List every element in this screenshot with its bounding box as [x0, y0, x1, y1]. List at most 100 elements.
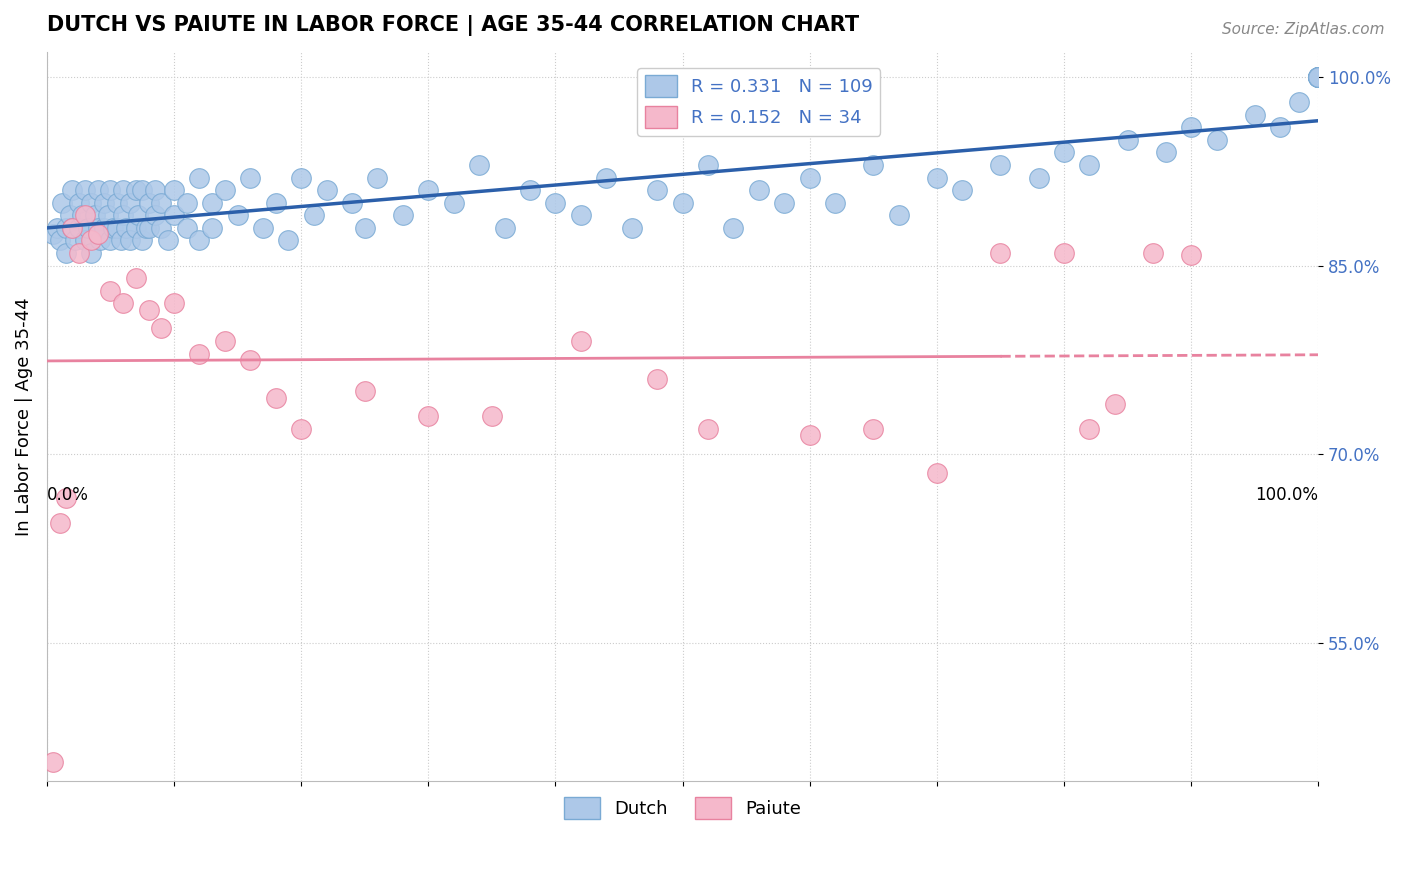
- Point: [697, 158, 720, 172]
- Point: [100, 183, 122, 197]
- Point: [110, 234, 132, 248]
- Y-axis label: In Labor Force | Age 35-44: In Labor Force | Age 35-44: [15, 297, 32, 536]
- Point: [42, 755, 65, 769]
- Point: [1154, 145, 1177, 160]
- Point: [93, 195, 115, 210]
- Point: [105, 195, 128, 210]
- Point: [87, 227, 110, 241]
- Point: [67, 246, 90, 260]
- Point: [1180, 120, 1202, 135]
- Point: [418, 183, 440, 197]
- Point: [105, 220, 128, 235]
- Point: [60, 183, 83, 197]
- Point: [239, 170, 262, 185]
- Point: [131, 234, 153, 248]
- Point: [188, 346, 211, 360]
- Point: [1268, 120, 1291, 135]
- Point: [671, 195, 693, 210]
- Text: 0.0%: 0.0%: [46, 485, 89, 504]
- Point: [60, 220, 83, 235]
- Point: [645, 372, 668, 386]
- Point: [862, 422, 884, 436]
- Point: [569, 334, 592, 348]
- Point: [862, 158, 884, 172]
- Point: [156, 234, 179, 248]
- Point: [125, 271, 148, 285]
- Point: [569, 208, 592, 222]
- Point: [1308, 70, 1330, 84]
- Point: [143, 208, 166, 222]
- Point: [100, 234, 122, 248]
- Point: [55, 220, 77, 235]
- Point: [1308, 70, 1330, 84]
- Point: [887, 208, 910, 222]
- Point: [97, 208, 120, 222]
- Point: [1288, 95, 1310, 109]
- Point: [1308, 70, 1330, 84]
- Point: [277, 234, 299, 248]
- Point: [163, 183, 186, 197]
- Point: [544, 195, 567, 210]
- Point: [163, 208, 186, 222]
- Point: [1142, 246, 1164, 260]
- Point: [264, 195, 287, 210]
- Point: [87, 183, 110, 197]
- Point: [1078, 158, 1101, 172]
- Point: [1116, 133, 1139, 147]
- Point: [519, 183, 541, 197]
- Point: [42, 227, 65, 241]
- Point: [697, 422, 720, 436]
- Point: [76, 220, 98, 235]
- Point: [131, 183, 153, 197]
- Point: [1078, 422, 1101, 436]
- Point: [723, 220, 745, 235]
- Point: [73, 208, 96, 222]
- Point: [1104, 397, 1126, 411]
- Point: [112, 183, 135, 197]
- Point: [620, 220, 643, 235]
- Point: [118, 195, 141, 210]
- Point: [80, 234, 103, 248]
- Point: [84, 208, 107, 222]
- Point: [80, 246, 103, 260]
- Legend: Dutch, Paiute: Dutch, Paiute: [557, 790, 808, 827]
- Point: [1308, 70, 1330, 84]
- Point: [799, 170, 821, 185]
- Point: [214, 334, 236, 348]
- Point: [443, 195, 465, 210]
- Point: [340, 195, 363, 210]
- Point: [645, 183, 668, 197]
- Text: Source: ZipAtlas.com: Source: ZipAtlas.com: [1222, 22, 1385, 37]
- Point: [990, 246, 1012, 260]
- Point: [494, 220, 516, 235]
- Point: [150, 321, 173, 335]
- Text: 100.0%: 100.0%: [1256, 485, 1319, 504]
- Point: [112, 296, 135, 310]
- Point: [67, 195, 90, 210]
- Point: [290, 422, 312, 436]
- Point: [93, 220, 115, 235]
- Point: [55, 246, 77, 260]
- Point: [302, 208, 325, 222]
- Point: [925, 466, 948, 480]
- Point: [214, 183, 236, 197]
- Point: [55, 491, 77, 505]
- Point: [125, 220, 148, 235]
- Point: [353, 220, 375, 235]
- Point: [290, 170, 312, 185]
- Point: [264, 391, 287, 405]
- Point: [73, 183, 96, 197]
- Point: [748, 183, 770, 197]
- Point: [127, 208, 149, 222]
- Point: [80, 195, 103, 210]
- Point: [226, 208, 249, 222]
- Point: [468, 158, 491, 172]
- Point: [201, 220, 224, 235]
- Point: [392, 208, 415, 222]
- Point: [163, 296, 186, 310]
- Point: [1028, 170, 1050, 185]
- Point: [150, 220, 173, 235]
- Text: DUTCH VS PAIUTE IN LABOR FORCE | AGE 35-44 CORRELATION CHART: DUTCH VS PAIUTE IN LABOR FORCE | AGE 35-…: [46, 15, 859, 36]
- Point: [176, 220, 198, 235]
- Point: [138, 220, 160, 235]
